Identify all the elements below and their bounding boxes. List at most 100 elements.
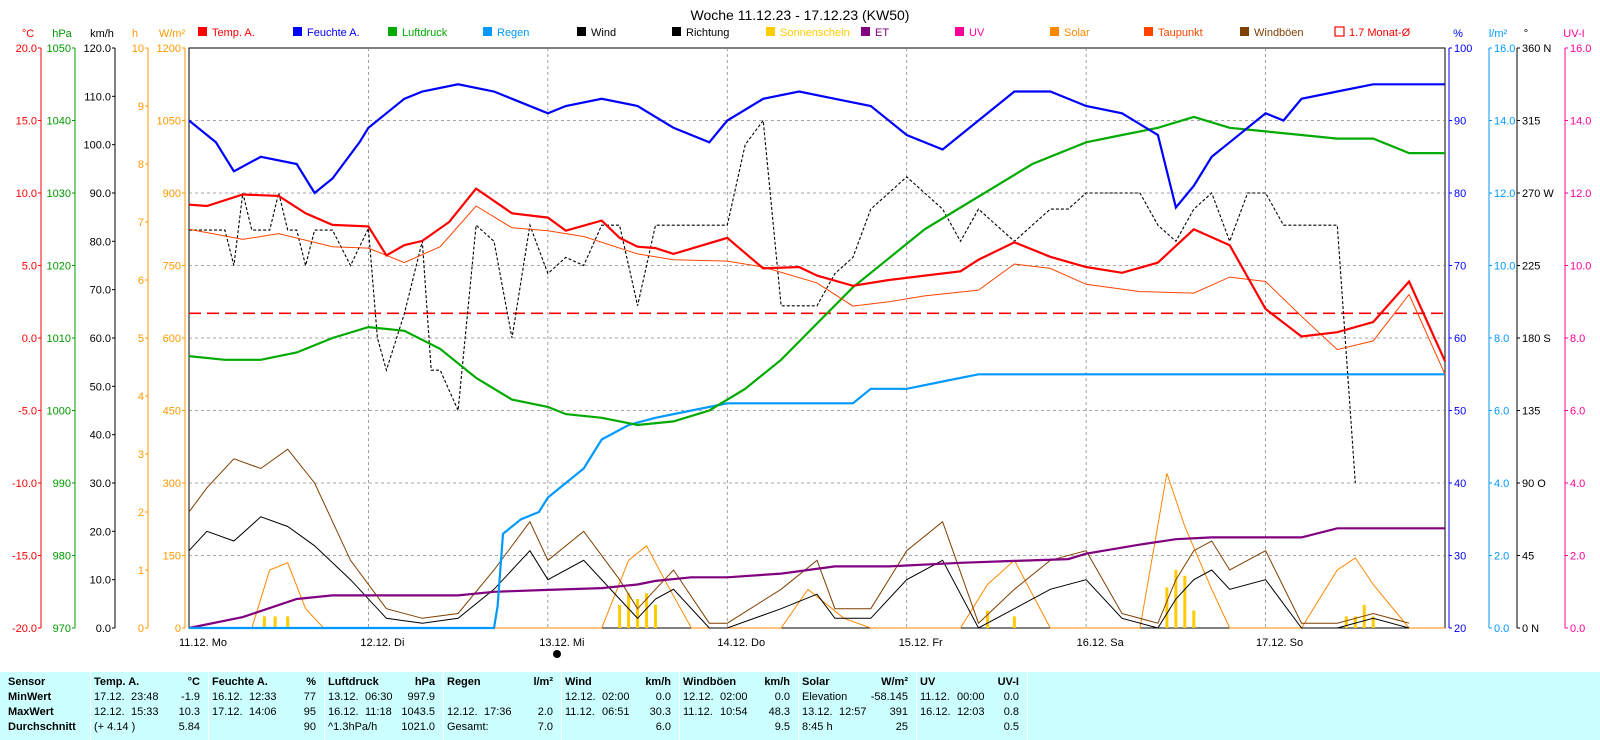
stats-press-avg-val: 1021.0 bbox=[401, 721, 435, 733]
axis-tick-label: 40.0 bbox=[90, 430, 111, 442]
axis-tick-label: 0 bbox=[175, 623, 181, 635]
stats-col-gust: Windböen km/h 12.12. 02:00 0.0 11.12. 10… bbox=[680, 672, 798, 740]
axis-tick-label: 1020 bbox=[47, 261, 71, 273]
stats-row-min: MinWert bbox=[8, 691, 52, 703]
axis-tick-label: 315 bbox=[1522, 116, 1540, 128]
series-richtung bbox=[189, 119, 1356, 484]
sunshine-bar bbox=[636, 599, 640, 628]
axis-tick-label: 600 bbox=[163, 333, 181, 345]
axis-tick-label: 8.0 bbox=[1570, 333, 1585, 345]
axis-tick-label: 8 bbox=[138, 159, 144, 171]
stats-solar-max-date: 13.12. bbox=[802, 706, 833, 718]
axis-tick-label: 15.0 bbox=[16, 116, 37, 128]
axis-tick-label: 60 bbox=[1454, 333, 1466, 345]
weather-chart: Woche 11.12.23 - 17.12.23 (KW50) Temp. A… bbox=[12, 7, 1591, 658]
axis-unit-left: hPa bbox=[52, 28, 72, 40]
stats-rain-max-val: 2.0 bbox=[537, 706, 553, 718]
axis-tick-label: 6.0 bbox=[1570, 406, 1585, 418]
chart-legend: Temp. A. Feuchte A. Luftdruck Regen Wind Rich… bbox=[198, 26, 1411, 39]
legend-label: Wind bbox=[591, 27, 616, 39]
axis-unit-right: l/m² bbox=[1489, 28, 1508, 40]
axis-tick-label: 90 bbox=[1454, 116, 1466, 128]
stats-col-solar: Solar W/m² Elevation -58.145 13.12. 12:5… bbox=[799, 672, 916, 740]
axis-tick-label: 12.0 bbox=[1494, 188, 1515, 200]
sunshine-bar bbox=[1012, 616, 1016, 628]
stats-solar-unit: W/m² bbox=[881, 676, 908, 688]
axis-tick-label: 40 bbox=[1454, 478, 1466, 490]
stats-uv-min-date: 11.12. bbox=[920, 691, 950, 703]
sunshine-bar bbox=[1371, 616, 1375, 628]
axis-tick-label: 3 bbox=[138, 449, 144, 461]
stats-temp-min-date: 17.12. bbox=[94, 691, 125, 703]
legend-swatch bbox=[766, 27, 775, 36]
axis-unit-right: UV-I bbox=[1563, 28, 1584, 40]
axis-tick-label: -10.0 bbox=[12, 478, 37, 490]
chart-title: Woche 11.12.23 - 17.12.23 (KW50) bbox=[691, 7, 910, 23]
axis-tick-label: 4 bbox=[138, 391, 144, 403]
axis-tick-label: 1040 bbox=[47, 116, 71, 128]
axis-unit-left: W/m² bbox=[159, 28, 186, 40]
stats-uv-max-val: 0.8 bbox=[1003, 706, 1019, 718]
axis-tick-label: 4.0 bbox=[1494, 478, 1509, 490]
legend-label: Taupunkt bbox=[1158, 27, 1203, 39]
axis-tick-label: 8.0 bbox=[1494, 333, 1509, 345]
legend-swatch bbox=[483, 27, 492, 36]
stats-temp-max-date: 12.12. bbox=[94, 706, 125, 718]
axis-tick-label: -20.0 bbox=[12, 623, 37, 635]
axis-tick-label: 6.0 bbox=[1494, 406, 1509, 418]
stats-temp-max-time: 15:33 bbox=[131, 706, 159, 718]
series-layer bbox=[188, 83, 1447, 630]
legend-swatch bbox=[1240, 27, 1249, 36]
axis-tick-label: 1050 bbox=[47, 43, 71, 55]
stats-solar-label: Solar bbox=[802, 676, 830, 688]
stats-uv-avg-val: 0.5 bbox=[1003, 721, 1019, 733]
axis-tick-label: 1200 bbox=[157, 43, 181, 55]
stats-col-sensor: Sensor MinWert MaxWert Durchschnitt bbox=[0, 672, 90, 740]
axis-unit-left: h bbox=[132, 28, 138, 40]
grid bbox=[189, 48, 1445, 628]
stats-gust-unit: km/h bbox=[764, 676, 790, 688]
stats-gust-label: Windböen bbox=[683, 676, 737, 688]
axis-tick-label: 300 bbox=[163, 478, 181, 490]
day-label: 14.12. Do bbox=[717, 637, 765, 649]
legend-swatch bbox=[1334, 26, 1345, 37]
stats-uv-min-val: 0.0 bbox=[1003, 691, 1019, 703]
stats-wind-avg-val: 6.0 bbox=[655, 721, 671, 733]
stats-col-temp: Temp. A. °C 17.12. 23:48 -1.9 12.12. 15:… bbox=[91, 672, 208, 740]
stats-solar-avg-val: 25 bbox=[895, 721, 908, 733]
stats-wind-max-time: 06:51 bbox=[602, 706, 630, 718]
stats-wind-unit: km/h bbox=[645, 676, 671, 688]
stats-uv-label: UV bbox=[920, 676, 936, 688]
stats-press-min-date: 13.12. bbox=[328, 691, 359, 703]
day-label: 15.12. Fr bbox=[899, 637, 943, 649]
series-regen bbox=[189, 373, 1445, 630]
legend-label: UV bbox=[969, 27, 985, 39]
stats-press-min-time: 06:30 bbox=[365, 691, 393, 703]
series-et bbox=[188, 527, 1445, 630]
sunshine-bar bbox=[262, 616, 266, 628]
stats-uv-min-time: 00:00 bbox=[957, 691, 985, 703]
stats-wind-label: Wind bbox=[565, 676, 592, 688]
axis-tick-label: 990 bbox=[53, 478, 71, 490]
axis-tick-label: 12.0 bbox=[1570, 188, 1591, 200]
axis-tick-label: 14.0 bbox=[1570, 116, 1591, 128]
sunshine-bar bbox=[286, 616, 290, 628]
axis-tick-label: 90 O bbox=[1522, 478, 1546, 490]
stats-temp-label: Temp. A. bbox=[94, 676, 140, 688]
axis-tick-label: 10.0 bbox=[1494, 261, 1515, 273]
axis-tick-label: 0.0 bbox=[1570, 623, 1585, 635]
stats-gust-avg-val: 9.5 bbox=[774, 721, 790, 733]
stats-gust-min-date: 12.12. bbox=[683, 691, 714, 703]
stats-rain-avg-val: 7.0 bbox=[537, 721, 553, 733]
stats-temp-min-time: 23:48 bbox=[131, 691, 159, 703]
axis-tick-label: 20 bbox=[1454, 623, 1466, 635]
axis-tick-label: 2.0 bbox=[1494, 551, 1509, 563]
axis-tick-label: 0.0 bbox=[22, 333, 37, 345]
axis-tick-label: 1000 bbox=[47, 406, 71, 418]
day-label: 17.12. So bbox=[1256, 637, 1303, 649]
stats-temp-unit: °C bbox=[187, 676, 200, 688]
stats-rain-max-date: 12.12. bbox=[447, 706, 478, 718]
stats-hum-max-time: 14:06 bbox=[249, 706, 277, 718]
axis-tick-label: 970 bbox=[53, 623, 71, 635]
sunshine-bar bbox=[985, 610, 989, 628]
